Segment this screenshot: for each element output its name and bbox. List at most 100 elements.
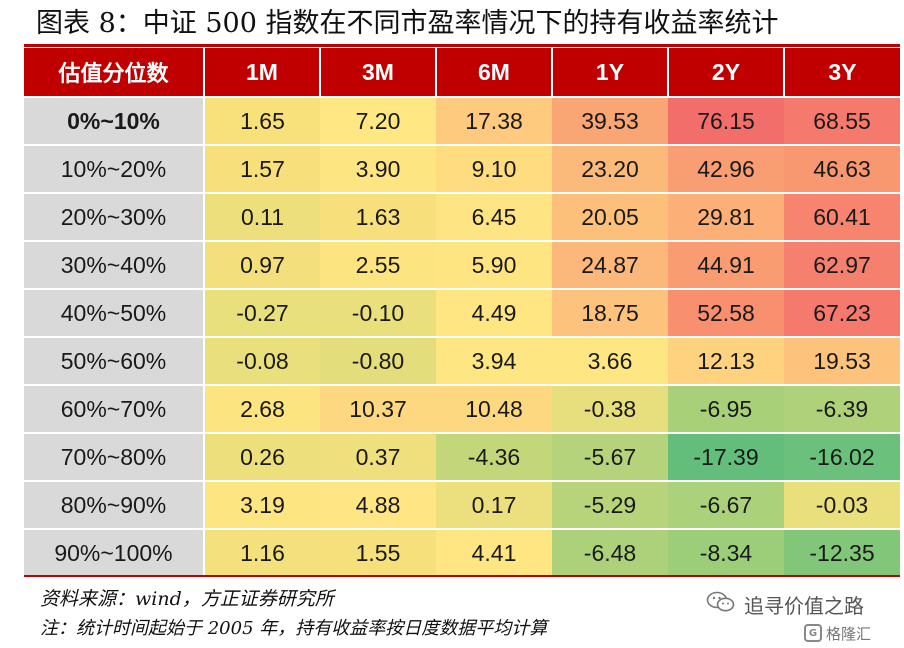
- table-row: 40%~50% -0.27 -0.10 4.49 18.75 52.58 67.23: [24, 288, 900, 337]
- header-1m: 1M: [204, 48, 321, 97]
- table-cell: 4.88: [320, 480, 436, 529]
- row-label: 60%~70%: [24, 384, 205, 433]
- header-percentile: 估值分位数: [24, 48, 205, 97]
- table-cell: 24.87: [552, 240, 668, 289]
- table-cell: -12.35: [784, 528, 900, 576]
- table-cell: -17.39: [668, 432, 784, 481]
- table-row: 50%~60% -0.08 -0.80 3.94 3.66 12.13 19.53: [24, 336, 900, 385]
- table-cell: 9.10: [436, 144, 552, 193]
- table-cell: -6.67: [668, 480, 784, 529]
- table-row: 0%~10% 1.65 7.20 17.38 39.53 76.15 68.55: [24, 96, 900, 145]
- bottom-rule: [24, 575, 900, 577]
- figure-title: 图表 8：中证 500 指数在不同市盈率情况下的持有收益率统计: [36, 8, 779, 39]
- table-cell: 42.96: [668, 144, 784, 193]
- row-label: 10%~20%: [24, 144, 205, 193]
- table-cell: -6.95: [668, 384, 784, 433]
- table-cell: -8.34: [668, 528, 784, 576]
- table-cell: 1.55: [320, 528, 436, 576]
- row-label: 20%~30%: [24, 192, 205, 241]
- table-cell: -0.08: [204, 336, 320, 385]
- table-cell: 6.45: [436, 192, 552, 241]
- table-cell: 3.19: [204, 480, 320, 529]
- header-row: 估值分位数 1M 3M 6M 1Y 2Y 3Y: [24, 48, 900, 97]
- table-row: 70%~80% 0.26 0.37 -4.36 -5.67 -17.39 -16.02: [24, 432, 900, 481]
- row-label: 70%~80%: [24, 432, 205, 481]
- table-cell: 3.90: [320, 144, 436, 193]
- header-1y: 1Y: [552, 48, 669, 97]
- table-cell: 62.97: [784, 240, 900, 289]
- table-cell: 1.16: [204, 528, 320, 576]
- table-cell: 23.20: [552, 144, 668, 193]
- table-cell: 5.90: [436, 240, 552, 289]
- table-row: 60%~70% 2.68 10.37 10.48 -0.38 -6.95 -6.39: [24, 384, 900, 433]
- table-cell: 20.05: [552, 192, 668, 241]
- row-label: 30%~40%: [24, 240, 205, 289]
- watermark-account: 追寻价值之路: [706, 590, 864, 618]
- table-cell: 67.23: [784, 288, 900, 337]
- table-cell: -6.48: [552, 528, 668, 576]
- row-label: 0%~10%: [24, 96, 205, 145]
- table-cell: 12.13: [668, 336, 784, 385]
- table-cell: 39.53: [552, 96, 668, 145]
- table-cell: 0.97: [204, 240, 320, 289]
- table-cell: 0.26: [204, 432, 320, 481]
- top-rule: [24, 44, 900, 47]
- table-cell: -6.39: [784, 384, 900, 433]
- header-2y: 2Y: [668, 48, 785, 97]
- table-cell: -5.67: [552, 432, 668, 481]
- watermark-logo: G 格隆汇: [804, 622, 871, 644]
- table-cell: 3.66: [552, 336, 668, 385]
- table-cell: 10.37: [320, 384, 436, 433]
- returns-table: 估值分位数 1M 3M 6M 1Y 2Y 3Y 0%~10% 1.65 7.20 17…: [24, 48, 900, 576]
- table-cell: -0.38: [552, 384, 668, 433]
- table-cell: 1.65: [204, 96, 320, 145]
- table-cell: 19.53: [784, 336, 900, 385]
- table-cell: 44.91: [668, 240, 784, 289]
- table-row: 30%~40% 0.97 2.55 5.90 24.87 44.91 62.97: [24, 240, 900, 289]
- watermark-account-name: 追寻价值之路: [744, 593, 864, 618]
- table-cell: 4.41: [436, 528, 552, 576]
- table-cell: 1.57: [204, 144, 320, 193]
- table-cell: -5.29: [552, 480, 668, 529]
- table-cell: 2.68: [204, 384, 320, 433]
- table-cell: 17.38: [436, 96, 552, 145]
- table-cell: 60.41: [784, 192, 900, 241]
- row-label: 40%~50%: [24, 288, 205, 337]
- table-cell: 18.75: [552, 288, 668, 337]
- table-cell: 76.15: [668, 96, 784, 145]
- table-row: 10%~20% 1.57 3.90 9.10 23.20 42.96 46.63: [24, 144, 900, 193]
- table-row: 90%~100% 1.16 1.55 4.41 -6.48 -8.34 -12.35: [24, 528, 900, 576]
- table-cell: 68.55: [784, 96, 900, 145]
- row-label: 80%~90%: [24, 480, 205, 529]
- table-cell: 3.94: [436, 336, 552, 385]
- header-3y: 3Y: [784, 48, 900, 97]
- table-cell: -0.80: [320, 336, 436, 385]
- table-cell: 2.55: [320, 240, 436, 289]
- wechat-icon: [706, 590, 736, 619]
- header-6m: 6M: [436, 48, 553, 97]
- table-cell: -0.10: [320, 288, 436, 337]
- gelonghui-logo-icon: G: [804, 624, 822, 642]
- source-note: 资料来源：wind，方正证券研究所: [40, 588, 334, 610]
- table-cell: 10.48: [436, 384, 552, 433]
- table-cell: 29.81: [668, 192, 784, 241]
- table-cell: -0.27: [204, 288, 320, 337]
- table-row: 80%~90% 3.19 4.88 0.17 -5.29 -6.67 -0.03: [24, 480, 900, 529]
- table-cell: -0.03: [784, 480, 900, 529]
- footnote: 注：统计时间起始于 2005 年，持有收益率按日度数据平均计算: [40, 618, 548, 639]
- watermark-logo-text: 格隆汇: [826, 624, 872, 643]
- table-cell: 0.11: [204, 192, 320, 241]
- table-cell: -4.36: [436, 432, 552, 481]
- row-label: 90%~100%: [24, 528, 205, 576]
- table-cell: -16.02: [784, 432, 900, 481]
- table-cell: 0.37: [320, 432, 436, 481]
- table-cell: 1.63: [320, 192, 436, 241]
- header-3m: 3M: [320, 48, 437, 97]
- table-row: 20%~30% 0.11 1.63 6.45 20.05 29.81 60.41: [24, 192, 900, 241]
- table-cell: 4.49: [436, 288, 552, 337]
- table-cell: 0.17: [436, 480, 552, 529]
- table-cell: 46.63: [784, 144, 900, 193]
- row-label: 50%~60%: [24, 336, 205, 385]
- table-cell: 7.20: [320, 96, 436, 145]
